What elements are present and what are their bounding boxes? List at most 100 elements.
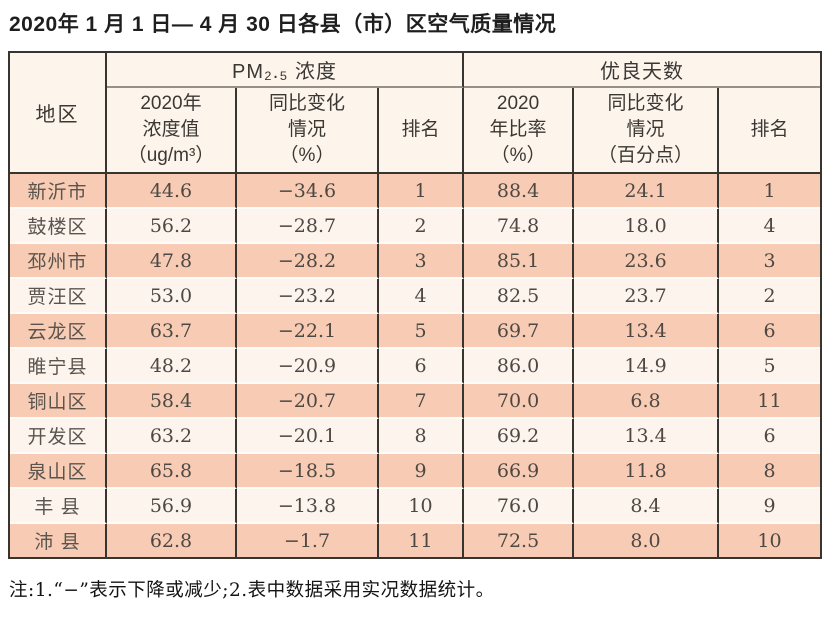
region-cell: 睢宁县 — [10, 349, 107, 385]
pm25-change-cell: −22.1 — [237, 314, 379, 350]
pm25-rank-cell: 5 — [379, 314, 465, 350]
pm25-change-cell: −13.8 — [237, 489, 379, 525]
pm25-value-cell: 63.2 — [107, 419, 237, 455]
pm25-rank-cell: 7 — [379, 384, 465, 420]
region-cell: 邳州市 — [10, 244, 107, 280]
footnote: 注:1.“−”表示下降或减少;2.表中数据采用实况数据统计。 — [9, 580, 495, 602]
table-row: 铜山区 58.4 −20.7 7 70.0 6.8 11 — [10, 384, 821, 420]
good-rate-cell: 85.1 — [464, 244, 575, 280]
pm25-change-cell: −18.5 — [237, 454, 379, 490]
pm25-value-cell: 48.2 — [107, 349, 237, 385]
good-rate-column-header: 2020 年比率 （%） — [464, 88, 575, 175]
table-row: 睢宁县 48.2 −20.9 6 86.0 14.9 5 — [10, 349, 821, 385]
air-quality-table: 地区 PM₂.₅ 浓度 优良天数 2020年 浓度值 （ug/m³） 同比变化 … — [8, 51, 823, 560]
good-rank-cell: 10 — [757, 529, 782, 552]
good-change-cell: 13.4 — [574, 419, 720, 455]
good-rank-cell: 6 — [719, 419, 821, 455]
table-row: 鼓楼区 56.2 −28.7 2 74.8 18.0 4 — [10, 209, 821, 245]
pm25-rank-cell: 3 — [379, 244, 465, 280]
pm25-value-cell: 53.0 — [107, 279, 237, 315]
table-row: 贾汪区 53.0 −23.2 4 82.5 23.7 2 — [10, 279, 821, 315]
pm25-value-cell: 62.8 — [107, 524, 237, 558]
good-rank-cell: 6 — [719, 314, 821, 350]
pm25-change-cell: −28.2 — [237, 244, 379, 280]
good-rank-cell: 2 — [719, 279, 821, 315]
region-column-header: 地区 — [10, 53, 107, 175]
good-change-cell: 24.1 — [574, 174, 720, 210]
table-row: 邳州市 47.8 −28.2 3 85.1 23.6 3 — [10, 244, 821, 280]
table-row: 泉山区 65.8 −18.5 9 66.9 11.8 8 — [10, 454, 821, 490]
pm25-change-cell: −20.9 — [237, 349, 379, 385]
good-change-cell: 8.0 — [574, 524, 720, 558]
good-rate-cell: 74.8 — [464, 209, 575, 245]
pm25-rank-cell: 2 — [379, 209, 465, 245]
good-days-group-header: 优良天数 — [464, 53, 821, 89]
pm25-change-cell: −1.7 — [237, 524, 379, 558]
pm25-value-cell: 56.9 — [107, 489, 237, 525]
region-cell: 鼓楼区 — [10, 209, 107, 245]
good-change-cell: 11.8 — [574, 454, 720, 490]
good-rate-cell: 69.7 — [464, 314, 575, 350]
table-row: 新沂市 44.6 −34.6 1 88.4 24.1 1 — [10, 174, 821, 210]
good-change-cell: 13.4 — [574, 314, 720, 350]
good-rank-cell: 11 — [719, 384, 821, 420]
pm25-rank-cell: 6 — [379, 349, 465, 385]
good-rank-cell: 1 — [719, 174, 821, 210]
table-row: 云龙区 63.7 −22.1 5 69.7 13.4 6 — [10, 314, 821, 350]
good-rate-cell: 66.9 — [464, 454, 575, 490]
good-rate-cell: 86.0 — [464, 349, 575, 385]
pm25-rank-cell: 1 — [379, 174, 465, 210]
region-cell: 泉山区 — [10, 454, 107, 490]
good-change-cell: 8.4 — [574, 489, 720, 525]
good-change-cell: 23.7 — [574, 279, 720, 315]
column-header-row: 2020年 浓度值 （ug/m³） 同比变化 情况 （%） 排名 2020 年比… — [10, 88, 821, 175]
table-header: 地区 PM₂.₅ 浓度 优良天数 2020年 浓度值 （ug/m³） 同比变化 … — [10, 53, 821, 175]
good-rank-column-header: 排名 — [719, 88, 821, 175]
region-cell: 云龙区 — [10, 314, 107, 350]
pm25-value-cell: 65.8 — [107, 454, 237, 490]
pm25-change-cell: −23.2 — [237, 279, 379, 315]
pm25-rank-cell: 8 — [379, 419, 465, 455]
good-rate-cell: 69.2 — [464, 419, 575, 455]
pm25-rank-cell: 4 — [379, 279, 465, 315]
pm25-value-cell: 63.7 — [107, 314, 237, 350]
good-change-column-header: 同比变化 情况 （百分点） — [574, 88, 720, 175]
region-cell: 沛 县 — [10, 524, 107, 558]
good-change-cell: 6.8 — [574, 384, 720, 420]
region-cell: 新沂市 — [10, 174, 107, 210]
pm25-value-cell: 44.6 — [107, 174, 237, 210]
pm25-change-cell: −20.1 — [237, 419, 379, 455]
good-rank-cell: 8 — [719, 454, 821, 490]
pm25-rank-cell: 9 — [379, 454, 465, 490]
good-rank-cell: 5 — [719, 349, 821, 385]
group-header-row: 地区 PM₂.₅ 浓度 优良天数 — [10, 53, 821, 175]
table-row: 沛 县 62.8 −1.7 11 72.5 8.0 10 — [10, 524, 821, 558]
good-rank-cell: 9 — [719, 489, 821, 525]
good-rate-cell: 82.5 — [464, 279, 575, 315]
region-cell: 铜山区 — [10, 384, 107, 420]
pm25-group-header: PM₂.₅ 浓度 — [107, 53, 465, 89]
pm25-change-cell: −20.7 — [237, 384, 379, 420]
region-cell: 贾汪区 — [10, 279, 107, 315]
good-rate-cell: 70.0 — [464, 384, 575, 420]
pm25-value-cell: 47.8 — [107, 244, 237, 280]
good-rate-cell: 88.4 — [464, 174, 575, 210]
pm25-rank-column-header: 排名 — [379, 88, 465, 175]
table-body: 新沂市 44.6 −34.6 1 88.4 24.1 1 鼓楼区 56.2 −2… — [10, 174, 821, 558]
region-cell: 开发区 — [10, 419, 107, 455]
table-row: 丰 县 56.9 −13.8 10 76.0 8.4 9 — [10, 489, 821, 525]
pm25-value-cell: 58.4 — [107, 384, 237, 420]
good-change-cell: 23.6 — [574, 244, 720, 280]
pm25-change-cell: −34.6 — [237, 174, 379, 210]
pm25-value-cell: 56.2 — [107, 209, 237, 245]
pm25-rank-cell: 11 — [379, 524, 465, 558]
pm25-rank-cell: 10 — [379, 489, 465, 525]
good-change-cell: 14.9 — [574, 349, 720, 385]
pm25-value-column-header: 2020年 浓度值 （ug/m³） — [107, 88, 237, 175]
table-row: 开发区 63.2 −20.1 8 69.2 13.4 6 — [10, 419, 821, 455]
good-rank-cell: 3 — [719, 244, 821, 280]
good-rank-cell: 4 — [719, 209, 821, 245]
pm25-change-cell: −28.7 — [237, 209, 379, 245]
good-rate-cell: 76.0 — [464, 489, 575, 525]
